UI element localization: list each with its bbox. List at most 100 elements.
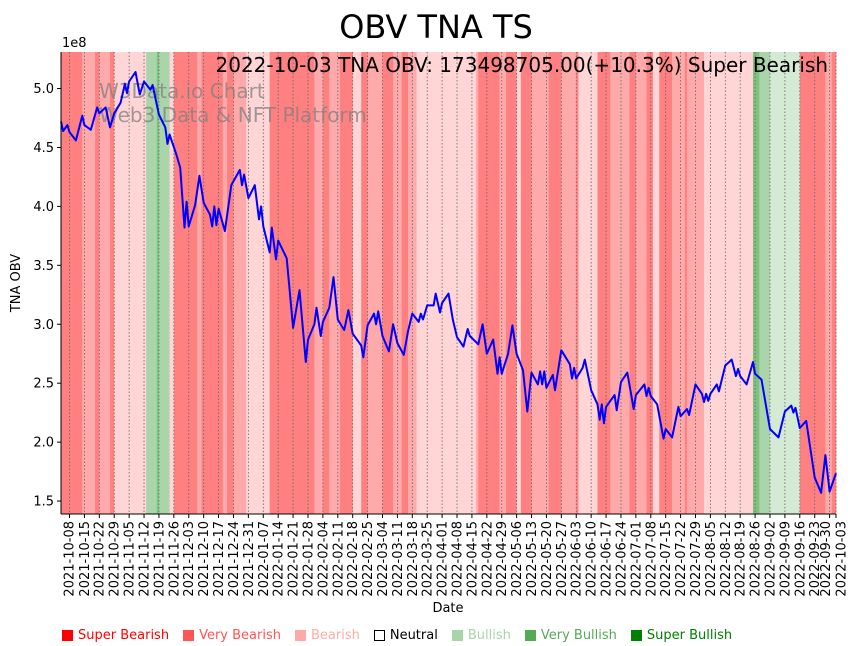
x-tick-label: 2021-11-19 [152, 521, 167, 597]
x-tick-label: 2022-07-08 [644, 521, 659, 597]
band-very-bearish [499, 52, 507, 514]
legend-swatch-icon [294, 629, 306, 641]
x-tick-label: 2022-06-03 [570, 521, 585, 597]
x-tick-label: 2022-06-17 [600, 521, 615, 597]
band-very-bearish [610, 52, 630, 514]
band-super-bullish [156, 52, 160, 514]
band-super-bearish [505, 52, 517, 514]
x-tick-label: 2021-11-12 [138, 521, 153, 597]
band-super-bearish [361, 52, 368, 514]
x-tick-label: 2022-04-15 [465, 521, 480, 597]
band-very-bearish [531, 52, 549, 514]
band-bearish [416, 52, 477, 514]
x-tick-label: 2022-09-02 [763, 521, 778, 597]
legend-item-very-bearish: Very Bearish [183, 626, 281, 644]
band-very-bearish [222, 52, 228, 514]
x-tick-label: 2022-08-12 [719, 521, 734, 597]
legend-swatch-icon [630, 629, 642, 641]
legend-swatch-icon [183, 629, 195, 641]
legend-item-very-bullish: Very Bullish [524, 626, 617, 644]
x-tick-label: 2022-06-10 [585, 521, 600, 597]
x-tick-label: 2022-01-28 [301, 521, 316, 597]
band-very-bearish [825, 52, 833, 514]
y-tick-label: 4.0 [33, 200, 54, 215]
x-tick-label: 2022-04-01 [436, 521, 451, 597]
band-super-bearish [109, 52, 115, 514]
band-very-bearish [197, 52, 202, 514]
x-gridlines [69, 52, 837, 514]
x-tick-label: 2022-04-08 [451, 521, 466, 597]
band-very-bearish [99, 52, 111, 514]
latest-value-annotation: 2022-10-03 TNA OBV: 173498705.00(+10.3%)… [216, 53, 829, 77]
x-tick-label: 2022-10-03 [834, 521, 849, 597]
y-offset-label: 1e8 [62, 36, 87, 51]
band-super-bearish [227, 52, 234, 514]
band-super-bearish [799, 52, 826, 514]
x-tick-label: 2022-04-29 [495, 521, 510, 597]
y-axis-label: TNA OBV [9, 254, 24, 313]
band-super-bearish [478, 52, 500, 514]
x-tick-label: 2022-09-30 [819, 521, 834, 597]
x-tick-label: 2022-02-25 [361, 521, 376, 597]
legend-swatch-icon [373, 629, 385, 641]
band-bearish [114, 52, 147, 514]
x-tick-label: 2021-12-24 [227, 521, 242, 597]
y-tick-label: 3.5 [33, 259, 54, 274]
x-tick-label: 2022-03-11 [391, 521, 406, 597]
y-tick-label: 3.0 [33, 318, 54, 333]
legend-item-super-bearish: Super Bearish [62, 626, 169, 644]
band-very-bearish [233, 52, 247, 514]
x-tick-label: 2022-05-13 [525, 521, 540, 597]
legend-swatch-icon [451, 629, 463, 641]
band-bearish [516, 52, 522, 514]
y-tick-label: 4.5 [33, 141, 54, 156]
x-tick-label: 2021-12-31 [242, 521, 257, 597]
x-tick-label: 2022-02-04 [316, 521, 331, 597]
band-super-bearish [95, 52, 100, 514]
band-very-bullish [158, 52, 170, 514]
legend-swatch-icon [62, 629, 73, 641]
x-tick-label: 2022-01-21 [287, 521, 302, 597]
x-tick-label: 2021-11-26 [167, 521, 182, 597]
band-super-bearish [684, 52, 688, 514]
x-tick-label: 2022-03-25 [421, 521, 436, 597]
x-tick-label: 2022-03-18 [406, 521, 421, 597]
x-tick-label: 2022-07-29 [689, 521, 704, 597]
x-tick-label: 2022-01-14 [272, 521, 287, 597]
band-very-bearish [82, 52, 96, 514]
band-super-bearish [548, 52, 562, 514]
band-super-bearish [401, 52, 409, 514]
x-tick-label: 2022-02-11 [331, 521, 346, 597]
sentiment-legend: Super Bearish Very Bearish Bearish Neutral B… [62, 626, 732, 644]
x-tick-label: 2022-05-27 [555, 521, 570, 597]
x-axis-label: Date [432, 601, 463, 616]
x-tick-label: 2022-01-07 [257, 521, 272, 597]
obv-series-line [60, 71, 837, 494]
band-bearish [352, 52, 362, 514]
x-tick-label: 2021-12-03 [182, 521, 197, 597]
chart-title: OBV TNA TS [339, 8, 533, 46]
legend-item-bullish: Bullish [451, 626, 511, 644]
band-very-bearish [672, 52, 686, 514]
x-tick-label: 2022-09-16 [793, 521, 808, 597]
band-super-bearish [597, 52, 611, 514]
band-very-bearish [561, 52, 577, 514]
x-tick-label: 2021-10-29 [108, 521, 123, 597]
band-super-bearish [201, 52, 224, 514]
watermark-line-2: Web3 Data & NFT Platform [99, 103, 367, 127]
x-tick-label: 2021-11-05 [123, 521, 138, 597]
x-tick-label: 2022-06-24 [614, 521, 629, 597]
band-super-bearish [269, 52, 315, 514]
band-super-bearish [322, 52, 330, 514]
band-very-bearish [367, 52, 383, 514]
legend-label: Neutral [389, 627, 438, 643]
band-super-bearish [520, 52, 532, 514]
legend-item-neutral: Neutral [373, 626, 438, 644]
sentiment-bands [61, 52, 837, 514]
y-tick-label: 2.5 [33, 377, 54, 392]
x-tick-label: 2022-05-20 [540, 521, 555, 597]
band-very-bearish [314, 52, 324, 514]
band-very-bearish [635, 52, 647, 514]
band-bearish [246, 52, 270, 514]
